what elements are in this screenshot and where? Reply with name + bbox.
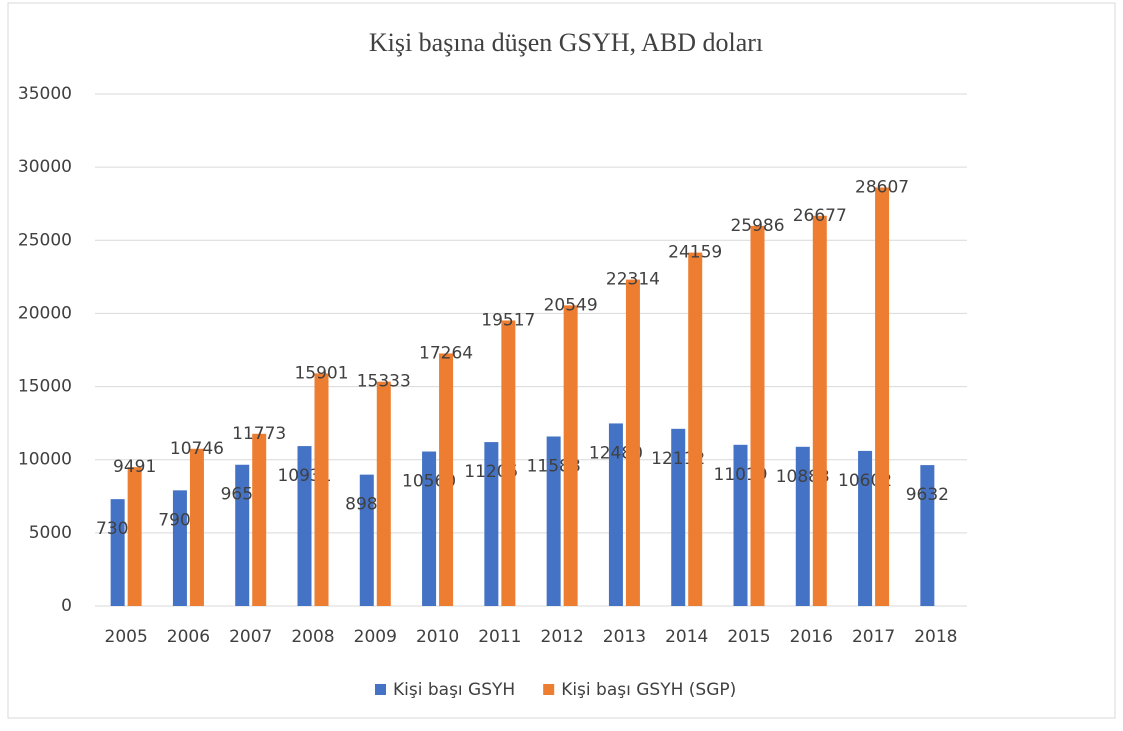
- bar: [439, 353, 454, 606]
- bar: [297, 446, 312, 606]
- legend-label: Kişi başı GSYH: [393, 680, 515, 700]
- bar: [750, 225, 765, 606]
- bar: [671, 428, 686, 606]
- bar: [608, 423, 623, 606]
- y-tick-label: 20000: [18, 303, 72, 323]
- bar: [252, 433, 267, 606]
- chart-title: Kişi başına düşen GSYH, ABD doları: [369, 28, 763, 57]
- bar: [546, 436, 561, 606]
- y-tick-label: 5000: [29, 523, 72, 543]
- x-tick-label: 2013: [603, 627, 646, 647]
- x-tick-label: 2011: [478, 627, 521, 647]
- data-label: 25986: [730, 216, 784, 236]
- bar: [314, 373, 329, 606]
- chart-border: [7, 2, 1116, 719]
- bar: [858, 450, 873, 606]
- y-tick-label: 15000: [18, 377, 72, 397]
- bar: [127, 467, 142, 606]
- bar: [172, 490, 187, 606]
- bar: [812, 215, 827, 606]
- data-label: 15333: [357, 372, 411, 392]
- data-label: 28607: [855, 178, 909, 198]
- bar: [795, 446, 810, 606]
- y-tick-label: 30000: [18, 157, 72, 177]
- data-label: 20549: [544, 295, 598, 315]
- x-tick-label: 2015: [727, 627, 770, 647]
- x-tick-label: 2005: [105, 627, 148, 647]
- bar: [920, 465, 935, 606]
- legend-label: Kişi başı GSYH (SGP): [561, 680, 736, 700]
- x-tick-label: 2014: [665, 627, 708, 647]
- bar: [625, 279, 640, 606]
- bar: [359, 474, 374, 606]
- bar: [110, 499, 125, 606]
- data-label: 19517: [481, 310, 535, 330]
- y-tick-label: 35000: [18, 84, 72, 104]
- bar: [875, 187, 890, 607]
- bar: [484, 442, 499, 606]
- x-tick-label: 2009: [354, 627, 397, 647]
- y-tick-label: 0: [61, 596, 72, 616]
- bar: [235, 464, 250, 606]
- x-tick-label: 2010: [416, 627, 459, 647]
- x-tick-label: 2018: [914, 627, 957, 647]
- data-label: 15901: [294, 363, 348, 383]
- bar: [563, 305, 578, 606]
- data-label: 17264: [419, 343, 473, 363]
- x-tick-label: 2012: [541, 627, 584, 647]
- data-label: 22314: [606, 270, 660, 290]
- y-tick-label: 10000: [18, 450, 72, 470]
- data-label: 9632: [906, 485, 949, 505]
- legend-swatch: [543, 684, 555, 695]
- data-label: 24159: [668, 243, 722, 263]
- x-tick-label: 2008: [291, 627, 334, 647]
- data-label: 9491: [113, 457, 156, 477]
- legend-swatch: [375, 684, 386, 695]
- bar: [376, 381, 391, 606]
- x-tick-label: 2017: [852, 627, 895, 647]
- y-tick-label: 25000: [18, 230, 72, 250]
- data-label: 26677: [793, 206, 847, 226]
- bar: [189, 448, 204, 606]
- data-label: 10746: [170, 439, 224, 459]
- x-tick-label: 2007: [229, 627, 272, 647]
- x-tick-label: 2016: [790, 627, 833, 647]
- x-tick-label: 2006: [167, 627, 210, 647]
- bar: [422, 451, 437, 606]
- bar: [733, 444, 748, 606]
- bar: [501, 320, 516, 606]
- data-label: 11773: [232, 424, 286, 444]
- bar: [688, 252, 703, 606]
